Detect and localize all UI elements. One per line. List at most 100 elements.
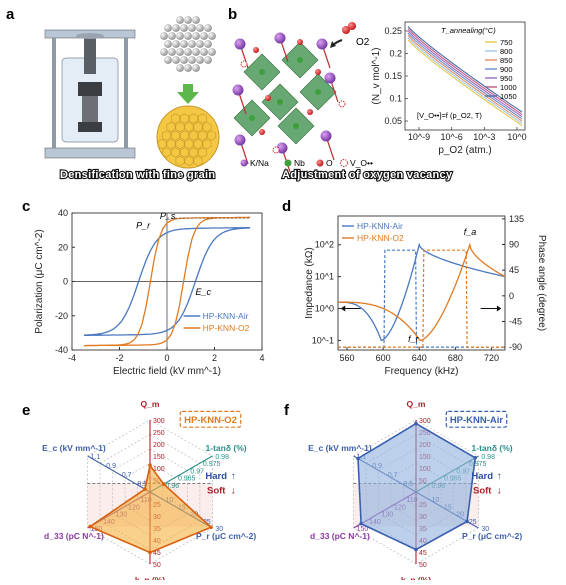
grain	[175, 138, 185, 150]
axis-tick-label: 0.975	[469, 461, 487, 468]
radar-vertex	[143, 487, 147, 491]
legend-label: O	[326, 158, 333, 168]
powder-particle	[172, 40, 180, 48]
powder-particle	[196, 40, 204, 48]
y2-tick-label: 90	[509, 240, 519, 250]
powder-particle	[176, 48, 184, 56]
powder-particle	[172, 24, 180, 32]
powder-particle	[160, 32, 168, 40]
hysteresis-loop	[83, 227, 251, 336]
x-tick-label: -2	[115, 353, 123, 363]
axis-tick-label: 25	[203, 519, 211, 526]
powder-particle	[164, 56, 172, 64]
o-atom	[253, 47, 259, 53]
hot-press-illustration	[44, 29, 136, 159]
x-tick-label: 10^-9	[408, 132, 430, 142]
legend-marker	[316, 159, 324, 167]
grain	[184, 121, 194, 133]
vacancy-line	[407, 28, 523, 115]
k-na-atom	[320, 130, 332, 142]
panel-b-letter: b	[228, 6, 237, 23]
vacancy-inset-chart: 0.05 0.1 0.15 0.2 0.25 10^-9 10^-6 10^-3 10^0 p_O…	[371, 21, 527, 156]
y-tick-label: 0.15	[384, 71, 402, 81]
panel-e-letter: e	[22, 402, 30, 419]
ec-annotation: E_c	[196, 287, 212, 297]
y-tick-label: 10^-1	[312, 335, 334, 345]
crystal-legend: K/Na Nb O V_O••	[240, 158, 373, 168]
phase-curve	[338, 249, 505, 348]
nb-atom	[259, 69, 265, 75]
radar-axis-label: k_p (%)	[135, 575, 165, 580]
axis-tick-label: 0.965	[178, 476, 196, 483]
y2-tick-label: 0	[509, 291, 514, 301]
radar-axis-label: k_p (%)	[401, 575, 431, 580]
x-tick-label: 640	[412, 353, 427, 363]
x-tick-label: 10^-6	[441, 132, 463, 142]
panel-b: b O2 K/Na Nb O V_O•• Adjustment of oxygen v…	[228, 6, 527, 182]
legend-label: 1050	[500, 92, 517, 101]
inset-equation: [V_O••]=f (p_O2, T)	[417, 111, 482, 120]
powder-particle	[180, 24, 188, 32]
x-tick-label: 0	[164, 353, 169, 363]
k-na-atom	[234, 38, 246, 50]
o-atom	[265, 95, 271, 101]
oxygen-vacancy	[272, 146, 280, 154]
axis-tick-label: 25	[469, 519, 477, 526]
x-tick-label: 2	[212, 353, 217, 363]
radar-axis-label: Q_m	[407, 399, 426, 409]
powder-particle	[172, 56, 180, 64]
hysteresis-loop	[83, 227, 251, 336]
axis-tick-label: 0.98	[481, 454, 495, 461]
title-box	[179, 410, 242, 428]
k-na-atom	[316, 38, 328, 50]
plot-frame	[337, 215, 506, 351]
nb-atom	[315, 89, 321, 95]
legend-label: 1000	[500, 83, 517, 92]
title-box	[445, 410, 508, 428]
axis-tick-label: 0.9	[106, 463, 116, 470]
x-tick-label: 4	[259, 353, 264, 363]
axis-tick-label: 0.96	[165, 483, 179, 490]
y2-tick-label: -45	[509, 316, 522, 326]
k-na-atom	[234, 134, 246, 146]
powder-particle	[200, 48, 208, 56]
o-atom	[307, 109, 313, 115]
soft-label: Soft	[473, 485, 492, 496]
legend-label: HP-KNN-Air	[357, 221, 403, 231]
x-tick-label: 10^-3	[473, 132, 495, 142]
legend-label: 850	[500, 56, 513, 65]
powder-particle	[184, 16, 192, 24]
o-atom	[315, 69, 321, 75]
powder-particle	[204, 56, 212, 64]
powder-particles	[160, 16, 216, 72]
legend-label: 800	[500, 47, 513, 56]
o-atom	[259, 129, 265, 135]
powder-particle	[188, 56, 196, 64]
axis-tick-label: 50	[153, 562, 161, 569]
grain	[188, 130, 199, 141]
grain	[179, 130, 190, 141]
y-tick-label: 10^0	[315, 304, 334, 314]
k-na-atom	[324, 72, 336, 84]
y-tick-label: 0.1	[389, 94, 402, 104]
axis-tick-label: 250	[153, 430, 165, 437]
phase-curve	[338, 249, 505, 348]
powder-particle	[168, 48, 176, 56]
radar-axis-label: E_c (kV mm^-1)	[308, 443, 372, 453]
panel-f: f 50100150200250300Q_m0.960.9650.970.975…	[284, 399, 522, 585]
legend-label: V_O••	[350, 158, 373, 168]
vacancy-line	[407, 26, 523, 113]
radar-axis-label: 1-tanδ (%)	[206, 443, 247, 453]
axis-tick-label: 45	[153, 550, 161, 557]
grain	[170, 113, 181, 124]
y-tick-label: 0.25	[384, 26, 402, 36]
y2-tick-label: -90	[509, 342, 522, 352]
y-axis-label: Polarization (μC cm^-2)	[34, 229, 45, 333]
panel-b-caption: Adjustment of oxygen vacancy	[282, 169, 453, 181]
radar-axis-label: 1-tanδ (%)	[472, 443, 513, 453]
nb-atom	[249, 115, 255, 121]
x-tick-label: 560	[340, 353, 355, 363]
y-tick-label: -20	[55, 311, 68, 321]
legend-label: HP-KNN-Air	[203, 311, 249, 321]
